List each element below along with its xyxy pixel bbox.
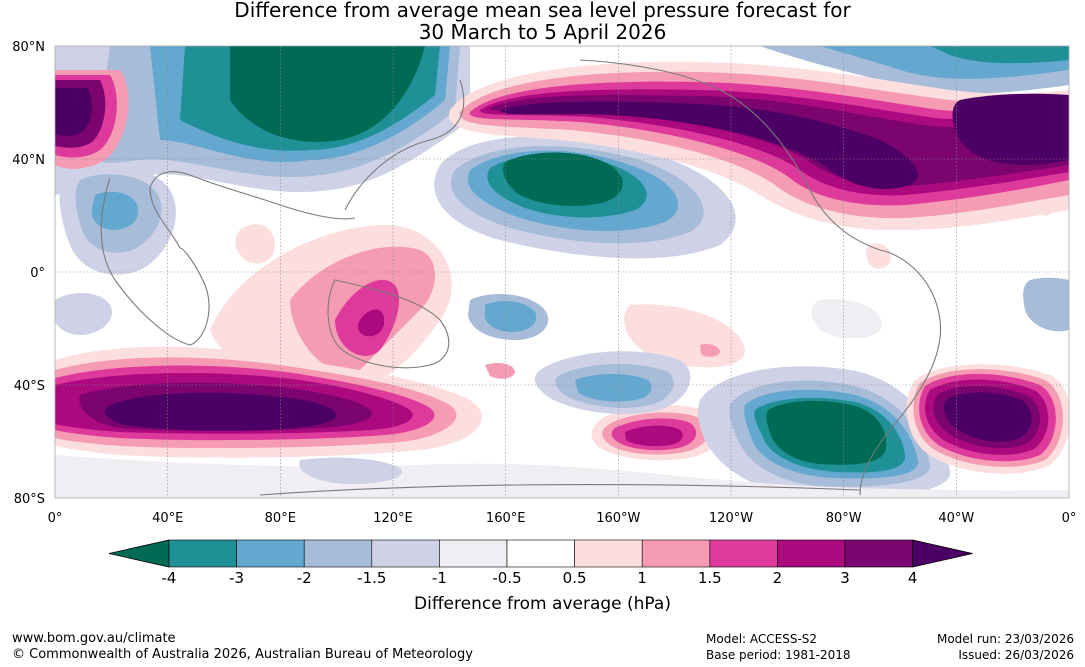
coast-africa [100,177,210,346]
colorbar [108,539,973,568]
footer-copyright: © Commonwealth of Australia 2026, Austra… [12,647,473,662]
lon-label: 80°W [826,511,862,526]
colorbar-tick-label: -1 [431,569,447,587]
colorbar-tick-label: -3 [229,569,245,587]
colorbar-tick-label: 1 [637,569,647,587]
anomaly-southern-indian-high [55,346,482,458]
colorbar-tick-label: -2 [296,569,312,587]
lon-labels: 0° 40°E 80°E 120°E 160°E 160°W 120°W 80°… [48,511,1077,526]
anomaly-southeast-pacific-low [697,366,951,498]
colorbar-segment [709,539,778,568]
lon-label: 120°E [373,511,413,526]
anomaly-arctic-low [760,46,1069,94]
colorbar-segment [371,539,440,568]
anomaly-minor-features [55,199,1069,498]
coast-east-asia [344,79,465,211]
map-title-line2: 30 March to 5 April 2026 [418,20,667,44]
lat-label: 40°S [14,379,45,394]
footer-model-info: Model: ACCESS-S2 Base period: 1981-2018 [706,631,851,663]
map-frame [54,45,1070,499]
colorbar-label: Difference from average (hPa) [414,594,671,614]
colorbar-segment [506,539,575,568]
lon-label: 40°E [152,511,183,526]
colorbar-segment [439,539,508,568]
lat-label: 80°S [14,492,45,507]
lon-label: 40°W [938,511,974,526]
graticule [55,46,1069,498]
coast-australia [327,279,450,369]
colorbar-segment [641,539,711,568]
anomaly-arabia-low [59,165,176,275]
colorbar-tick-label: -4 [161,569,177,587]
colorbar-segment [236,539,305,568]
colorbar-segment [574,539,643,568]
colorbar-segment [777,539,846,568]
lon-label: 80°E [265,511,296,526]
lon-label: 0° [48,511,63,526]
colorbar-segment [844,539,913,568]
footer-base-period: Base period: 1981-2018 [706,648,851,662]
colorbar-tick-label: 3 [840,569,850,587]
colorbar-tick-label: 1.5 [697,569,722,587]
lat-labels: 80°N 40°N 0° 40°S 80°S [12,40,45,507]
lon-label: 120°W [709,511,753,526]
colorbar-tick-label: 4 [907,569,918,587]
lon-label: 160°W [596,511,640,526]
coastlines [100,59,942,496]
lon-label: 160°E [486,511,526,526]
anomaly-south-pacific-high [591,405,723,461]
footer-left: www.bom.gov.au/climate © Commonwealth of… [12,631,473,663]
colorbar-arrow-high [912,539,973,568]
footer-issued: Issued: 26/03/2026 [958,648,1074,662]
colorbar-tick-label: -0.5 [492,569,522,587]
footer-run-info: Model run: 23/03/2026 Issued: 26/03/2026 [937,631,1074,663]
lon-label: 0° [1062,511,1077,526]
lat-label: 0° [30,266,45,281]
coast-south-america [859,249,942,496]
colorbar-segment [303,539,373,568]
anomaly-europe-high [55,70,129,169]
footer-model: Model: ACCESS-S2 [706,632,818,646]
anomaly-maritime-continent-high [210,224,452,395]
colorbar-tick-label: 2 [772,569,783,587]
map-title-line1: Difference from average mean sea level p… [234,0,851,22]
colorbar-tick-label: 0.5 [562,569,587,587]
anomaly-eurasia-low [55,46,470,195]
lat-label: 40°N [12,153,45,168]
colorbar-tick-label: -1.5 [357,569,387,587]
coast-antarctica [259,484,861,496]
coast-africa-asia [149,171,356,249]
lat-label: 80°N [12,40,45,55]
colorbar-segment [168,539,237,568]
anomaly-north-pacific-low [434,136,736,259]
coast-north-america [579,59,881,251]
footer-url[interactable]: www.bom.gov.au/climate [12,631,176,646]
anomaly-south-atlantic-high [906,364,1069,474]
colorbar-arrow-low [108,539,170,568]
footer-model-run: Model run: 23/03/2026 [936,632,1074,646]
